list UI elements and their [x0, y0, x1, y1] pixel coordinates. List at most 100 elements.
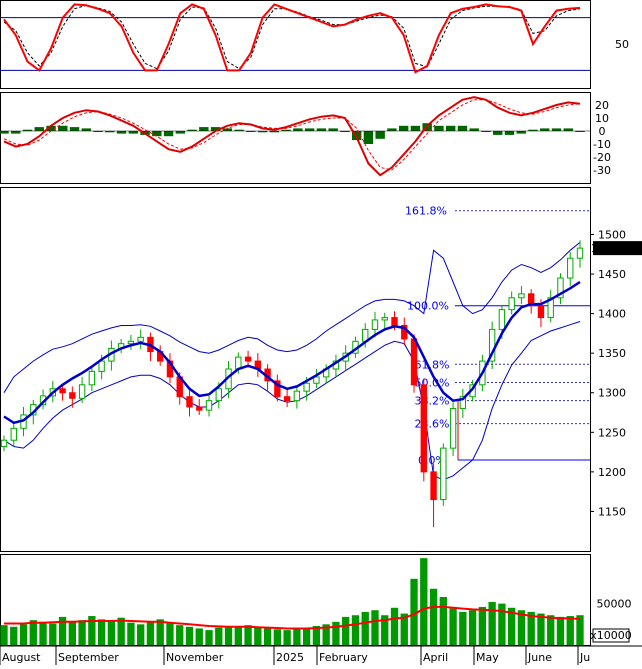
- volume-bar: [429, 588, 438, 645]
- volume-bar: [273, 629, 282, 645]
- x-axis-label: February: [319, 651, 368, 664]
- volume-bar: [137, 624, 145, 645]
- candle-body: [518, 293, 525, 299]
- candle-body: [537, 305, 545, 319]
- volume-bar: [234, 626, 242, 645]
- volume-bar: [185, 626, 194, 645]
- macd-histogram-bar: [551, 128, 562, 131]
- price-tick-label: 1400: [598, 308, 626, 321]
- macd-histogram-bar: [328, 128, 338, 131]
- price-tick-label: 1250: [598, 426, 626, 439]
- volume-bar: [97, 619, 106, 645]
- volume-bar: [29, 620, 37, 645]
- x-axis-label: April: [423, 651, 448, 664]
- volume-bar: [361, 611, 369, 645]
- macd-histogram-bar: [316, 128, 327, 131]
- volume-bar: [468, 610, 477, 645]
- macd-histogram-bar: [187, 129, 197, 131]
- macd-histogram-bar: [46, 125, 56, 131]
- macd-histogram-bar: [575, 131, 585, 132]
- macd-histogram-bar: [340, 131, 350, 132]
- macd-tick-label: 20: [595, 99, 609, 112]
- volume-bar: [88, 616, 96, 645]
- macd-histogram-bar: [222, 128, 233, 131]
- stochastic-line: [3, 3, 581, 74]
- volume-bar: [195, 628, 203, 645]
- volume-bar: [478, 606, 487, 645]
- macd-tick-label: 10: [595, 112, 609, 125]
- macd-histogram-bar: [175, 131, 186, 134]
- macd-histogram-bar: [58, 125, 68, 131]
- candle-body: [459, 396, 467, 410]
- candle-body: [410, 338, 418, 386]
- fibonacci-label: 38.2%: [415, 395, 450, 408]
- x-axis-label: November: [166, 651, 224, 664]
- volume-bar: [566, 616, 574, 645]
- candle-body: [547, 297, 554, 319]
- price-tick-label: 1150: [598, 505, 626, 518]
- candle-body: [313, 376, 320, 384]
- volume-bar: [517, 610, 526, 645]
- macd-histogram-bar: [234, 129, 244, 131]
- candle-body: [274, 380, 281, 398]
- volume-bar: [49, 623, 57, 645]
- candle-body: [59, 388, 66, 394]
- volume-bar: [166, 623, 174, 645]
- volume-bar: [39, 621, 47, 645]
- candle-body: [186, 396, 193, 408]
- volume-bar: [498, 603, 506, 645]
- candle-body: [88, 370, 96, 386]
- candle-body: [567, 257, 574, 279]
- volume-bar: [68, 621, 76, 645]
- macd-histogram-bar: [105, 131, 115, 133]
- macd-histogram-bar: [128, 131, 139, 134]
- price-moving-average: [3, 280, 581, 425]
- volume-bar: [527, 611, 535, 645]
- volume-bar: [107, 621, 116, 645]
- macd-histogram-bar: [398, 125, 409, 131]
- macd-histogram-bar: [246, 131, 256, 132]
- macd-line: [3, 96, 581, 177]
- candle-body: [69, 392, 76, 399]
- candle-body: [98, 360, 105, 372]
- volume-bar: [263, 628, 272, 645]
- volume-moving-average: [4, 605, 581, 630]
- macd-histogram-bar: [363, 131, 374, 144]
- volume-bar: [0, 625, 8, 645]
- candle-body: [528, 293, 535, 307]
- price-tick-label: 1300: [598, 387, 626, 400]
- volume-bar: [244, 625, 252, 645]
- candle-body: [391, 317, 398, 326]
- candle-body: [557, 277, 564, 299]
- stochastic-tick-label: 50: [615, 38, 629, 51]
- volume-bar: [58, 616, 67, 645]
- candle-body: [0, 439, 8, 448]
- volume-bar: [342, 616, 350, 645]
- volume-bar: [254, 626, 262, 645]
- macd-histogram-bar: [493, 131, 503, 135]
- macd-tick-label: -20: [593, 151, 611, 164]
- volume-bar: [400, 613, 408, 645]
- x-axis-label: 2025: [276, 651, 304, 664]
- volume-bar: [78, 620, 86, 645]
- macd-histogram-bar: [269, 131, 280, 133]
- candle-body: [293, 390, 301, 402]
- macd-tick-label: -30: [593, 164, 611, 177]
- macd-histogram-bar: [281, 129, 291, 131]
- macd-histogram-bar: [152, 131, 162, 137]
- macd-histogram-bar: [22, 129, 33, 131]
- bollinger-lower-band: [3, 321, 581, 481]
- price-tick-label: 1500: [598, 228, 626, 241]
- macd-histogram-bar: [469, 128, 479, 131]
- volume-bar: [283, 630, 291, 645]
- candle-body: [498, 309, 506, 330]
- volume-bar: [205, 630, 213, 645]
- volume-bar: [439, 597, 447, 645]
- macd-histogram-bar: [434, 125, 444, 131]
- macd-histogram-bar: [375, 131, 385, 139]
- macd-histogram-bar: [528, 129, 538, 131]
- macd-histogram-bar: [93, 131, 103, 132]
- candle-body: [196, 406, 203, 411]
- volume-bar: [146, 621, 155, 645]
